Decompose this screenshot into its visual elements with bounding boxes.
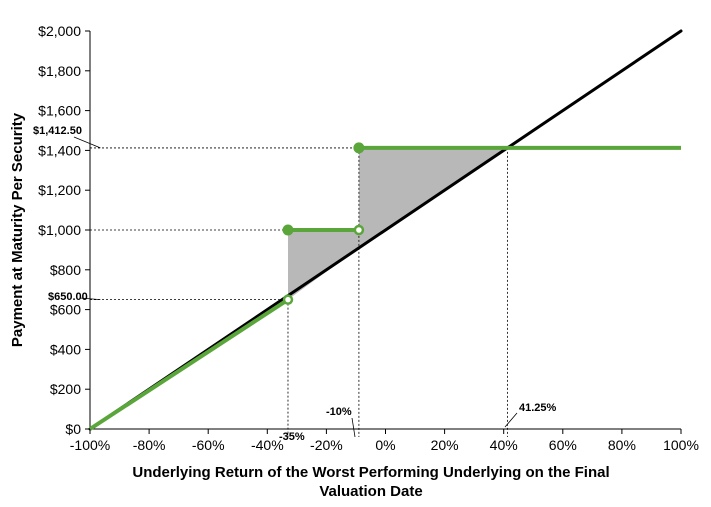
- y-axis-title: Payment at Maturity Per Security: [9, 112, 26, 347]
- x-tick-label: 0%: [375, 437, 395, 453]
- annotation-leader-1412: [73, 136, 101, 149]
- tick-labels: $0 $200 $400 $600 $800 $1,000 $1,200 $1,400 $1,6…: [38, 23, 699, 453]
- y-tick-label: $800: [50, 262, 81, 278]
- series-lines: [88, 29, 683, 431]
- x-tick-label: -20%: [310, 437, 343, 453]
- x-axis-title-line-2: Valuation Date: [319, 483, 422, 500]
- annotation-leader-41-25: [504, 412, 518, 428]
- y-tick-label: $1,400: [38, 142, 81, 158]
- y-tick-label: $1,200: [38, 182, 81, 198]
- y-tick-label: $2,000: [38, 23, 81, 39]
- filled-marker: [353, 142, 365, 154]
- x-tick-label: 20%: [431, 437, 459, 453]
- annotation-minus-10: -10%: [326, 406, 352, 418]
- x-tick-label: 80%: [608, 437, 636, 453]
- annotation-1412-50: $1,412.50: [33, 125, 82, 137]
- annotation-650-00: $650.00: [48, 291, 88, 303]
- y-tick-label: $1,000: [38, 222, 81, 238]
- y-tick-label: $400: [50, 341, 81, 357]
- x-axis-title-line-1: Underlying Return of the Worst Performin…: [132, 464, 609, 481]
- x-tick-label: -40%: [251, 437, 284, 453]
- open-marker: [353, 224, 365, 236]
- y-tick-label: $0: [65, 421, 81, 437]
- y-tick-label: $1,800: [38, 63, 81, 79]
- series-segment-payoff-1: [88, 297, 290, 431]
- annotation-leader-650: [79, 297, 101, 301]
- axes: [85, 30, 682, 434]
- x-tick-label: -100%: [70, 437, 110, 453]
- y-tick-label: $600: [50, 302, 81, 318]
- y-tick-label: $1,600: [38, 103, 81, 119]
- filled-marker: [282, 224, 294, 236]
- x-tick-label: 100%: [663, 437, 699, 453]
- x-tick-label: 40%: [490, 437, 518, 453]
- x-tick-label: -80%: [133, 437, 166, 453]
- reference-lines: [90, 147, 508, 437]
- x-tick-label: -60%: [192, 437, 225, 453]
- annotations: $1,412.50 $650.00 -35% -10% 41.25%: [33, 125, 557, 443]
- annotation-leader-minus-10: [351, 417, 356, 438]
- open-marker: [282, 294, 294, 305]
- y-tick-label: $200: [50, 381, 81, 397]
- series-markers: [282, 142, 365, 305]
- x-tick-label: 60%: [549, 437, 577, 453]
- annotation-minus-35: -35%: [279, 431, 305, 443]
- annotation-41-25: 41.25%: [519, 402, 557, 414]
- axis-titles: Underlying Return of the Worst Performin…: [9, 112, 610, 500]
